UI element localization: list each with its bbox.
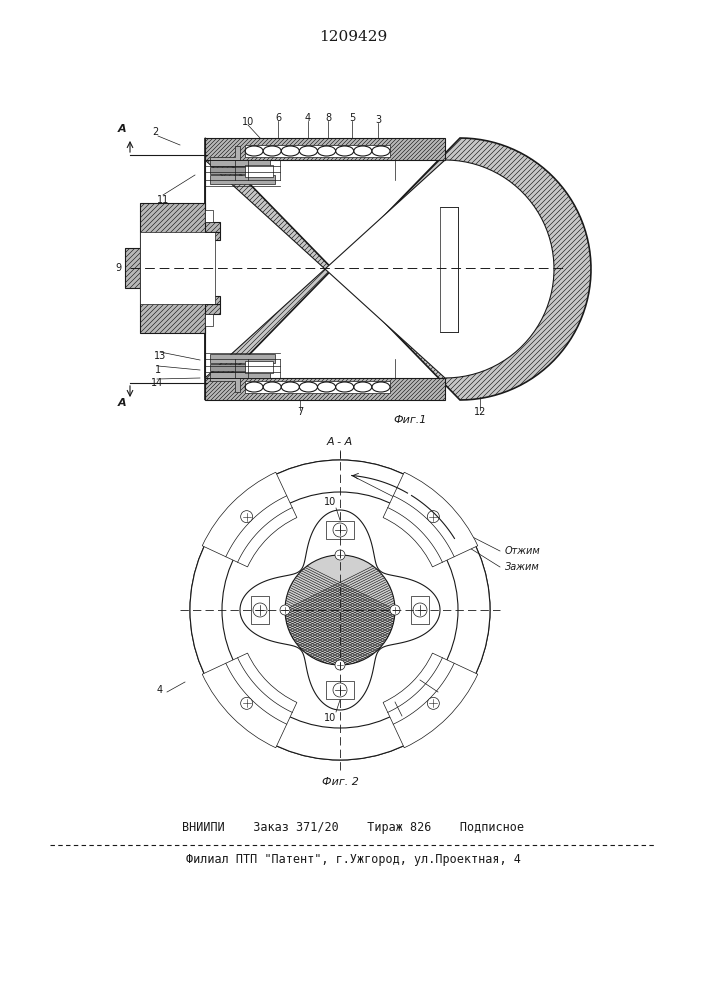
Circle shape: [285, 555, 395, 665]
Circle shape: [253, 603, 267, 617]
Text: 11: 11: [157, 195, 169, 205]
Bar: [251, 596, 269, 624]
Wedge shape: [202, 472, 297, 567]
Circle shape: [190, 460, 490, 760]
Wedge shape: [383, 472, 478, 567]
Polygon shape: [205, 138, 445, 160]
Text: А: А: [117, 124, 127, 134]
Text: Фиг.1: Фиг.1: [393, 415, 427, 425]
Bar: [326, 681, 354, 699]
Bar: [245, 165, 273, 177]
Circle shape: [427, 511, 439, 523]
Circle shape: [427, 697, 439, 709]
Text: 1: 1: [155, 365, 161, 375]
Text: 13: 13: [154, 351, 166, 361]
Wedge shape: [383, 653, 478, 748]
Text: 8: 8: [325, 113, 331, 123]
Text: 16: 16: [402, 713, 414, 723]
Bar: [210, 160, 270, 166]
Bar: [411, 596, 429, 624]
Polygon shape: [140, 203, 220, 333]
Polygon shape: [205, 138, 591, 400]
Polygon shape: [205, 296, 220, 304]
Circle shape: [240, 511, 252, 523]
Text: 4: 4: [157, 685, 163, 695]
Circle shape: [333, 523, 347, 537]
Polygon shape: [240, 510, 440, 710]
Bar: [210, 167, 265, 174]
Text: 3: 3: [375, 115, 381, 125]
Text: Отжим: Отжим: [505, 546, 541, 556]
Text: 13: 13: [439, 685, 451, 695]
Wedge shape: [202, 653, 297, 748]
Text: 10: 10: [324, 497, 336, 507]
Circle shape: [333, 683, 347, 697]
Polygon shape: [205, 378, 445, 400]
Text: 7: 7: [297, 407, 303, 417]
Circle shape: [335, 550, 345, 560]
Polygon shape: [125, 248, 140, 288]
Circle shape: [240, 697, 252, 709]
Text: 12: 12: [474, 407, 486, 417]
Bar: [205, 314, 213, 326]
Bar: [245, 145, 390, 157]
Bar: [210, 372, 270, 378]
Text: Филиал ПТП "Патент", г.Ужгород, ул.Проектная, 4: Филиал ПТП "Патент", г.Ужгород, ул.Проек…: [185, 854, 520, 866]
Text: Зажим: Зажим: [505, 562, 539, 572]
Text: ВНИИПИ    Заказ 371/20    Тираж 826    Подписное: ВНИИПИ Заказ 371/20 Тираж 826 Подписное: [182, 822, 524, 834]
Circle shape: [280, 605, 290, 615]
Text: 10: 10: [242, 117, 254, 127]
Text: 5: 5: [349, 113, 355, 123]
Circle shape: [222, 492, 458, 728]
Text: Фиг. 2: Фиг. 2: [322, 777, 358, 787]
Text: 1209429: 1209429: [319, 30, 387, 44]
Text: 4: 4: [305, 113, 311, 123]
Bar: [210, 354, 275, 363]
Bar: [210, 175, 275, 184]
Text: 10: 10: [324, 713, 336, 723]
Polygon shape: [210, 378, 240, 392]
Bar: [326, 521, 354, 539]
Text: 14: 14: [151, 378, 163, 388]
Bar: [205, 210, 213, 222]
Text: 2: 2: [152, 127, 158, 137]
Bar: [140, 232, 215, 304]
Circle shape: [413, 603, 427, 617]
Bar: [245, 381, 390, 393]
Polygon shape: [205, 160, 554, 378]
Polygon shape: [210, 146, 240, 160]
Text: А: А: [117, 398, 127, 408]
Circle shape: [335, 660, 345, 670]
Circle shape: [190, 460, 490, 760]
Circle shape: [390, 605, 400, 615]
Text: 9: 9: [115, 263, 121, 273]
Text: 6: 6: [275, 113, 281, 123]
Bar: [440, 207, 458, 332]
Text: А - А: А - А: [327, 437, 353, 447]
Bar: [210, 364, 265, 371]
Polygon shape: [205, 232, 220, 240]
Bar: [245, 361, 273, 373]
